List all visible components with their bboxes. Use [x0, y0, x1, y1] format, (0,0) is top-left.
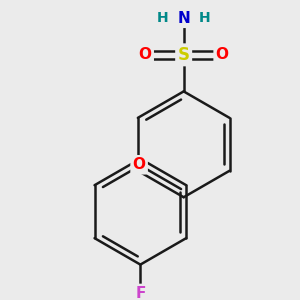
Text: H: H — [157, 11, 168, 25]
Text: N: N — [177, 11, 190, 26]
Text: O: O — [139, 47, 152, 62]
Text: O: O — [216, 47, 229, 62]
Text: F: F — [135, 286, 146, 300]
Text: H: H — [199, 11, 211, 25]
Text: O: O — [133, 157, 146, 172]
Text: S: S — [178, 46, 190, 64]
